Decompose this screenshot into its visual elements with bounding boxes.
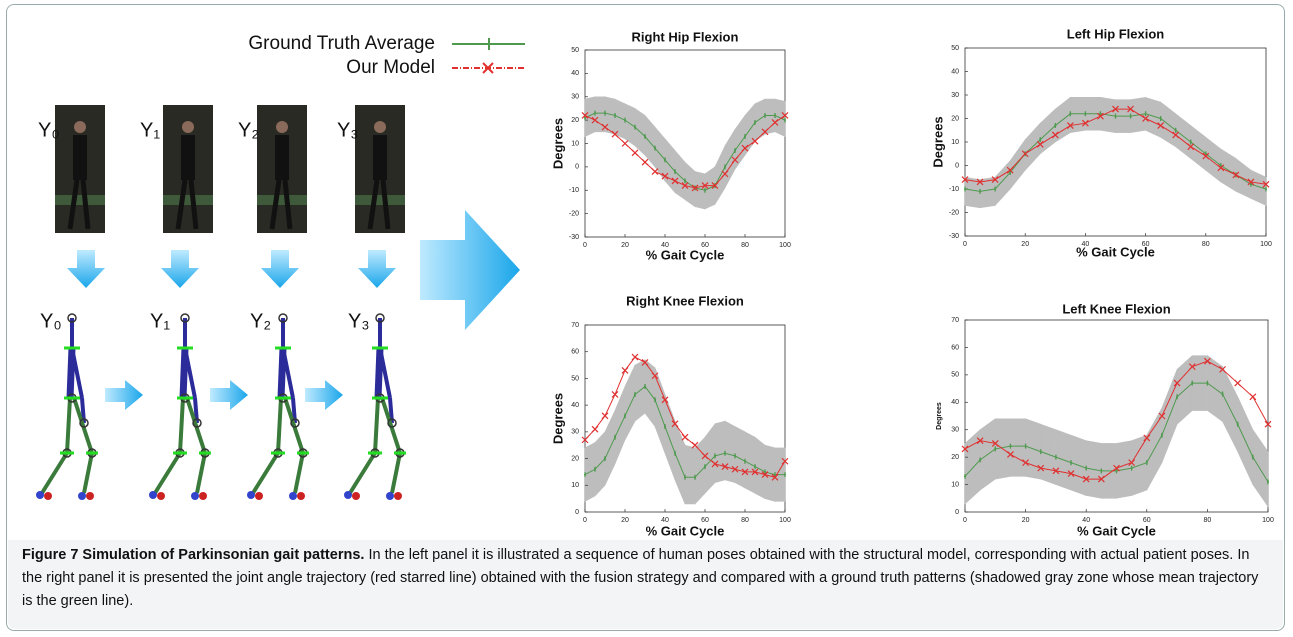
frame-label: Y₀	[38, 119, 60, 141]
band-segment	[765, 99, 775, 134]
y-tick-label: -10	[569, 187, 579, 194]
y-tick-label: 30	[571, 94, 579, 101]
caption-label: Figure 7 Simulation of Parkinsonian gait…	[22, 547, 364, 563]
y-tick-label: 20	[571, 455, 579, 462]
chart: 010203040506070020406080100Right Knee Fl…	[550, 293, 791, 538]
y-tick-label: -30	[949, 233, 959, 240]
figure: Y₀ Y₀ Y₁ Y₁ Y₂ Y₂ Y₃ Y₃ Ground Truth Average Our …	[0, 0, 1293, 540]
y-tick-label: 10	[951, 139, 959, 146]
x-tick-label: 20	[1021, 241, 1029, 248]
x-axis-label: % Gait Cycle	[646, 523, 725, 538]
y-tick-label: 30	[951, 427, 959, 434]
frame-label: Y₁	[150, 310, 170, 332]
band-segment	[715, 421, 725, 482]
chart-title: Left Knee Flexion	[1062, 301, 1170, 316]
chart: 010203040506070020406080100Left Knee Fle…	[936, 301, 1274, 538]
legend-marker	[483, 63, 493, 73]
y-axis-label: Degrees	[550, 393, 565, 444]
y-tick-label: 60	[571, 349, 579, 356]
y-tick-label: 0	[575, 164, 579, 171]
band-segment	[685, 445, 695, 504]
y-tick-label: 10	[571, 140, 579, 147]
x-tick-label: 100	[1260, 241, 1272, 248]
frame-label: Y₃	[348, 310, 369, 332]
frame-label: Y₁	[140, 119, 160, 141]
caption: Figure 7 Simulation of Parkinsonian gait…	[8, 540, 1283, 629]
y-tick-label: 0	[955, 162, 959, 169]
pose-illustration	[36, 105, 520, 500]
x-tick-label: 20	[621, 242, 629, 249]
legend-label: Our Model	[346, 57, 435, 78]
x-tick-label: 100	[1262, 517, 1274, 524]
band-segment	[725, 421, 735, 482]
x-axis-label: % Gait Cycle	[646, 247, 725, 262]
frame-label: Y₃	[337, 119, 358, 141]
y-tick-label: 40	[951, 399, 959, 406]
y-axis-label: Degrees	[936, 402, 943, 430]
y-tick-label: 50	[571, 47, 579, 54]
frame-label: Y₀	[40, 310, 62, 332]
y-tick-label: 40	[951, 68, 959, 75]
y-tick-label: -20	[569, 210, 579, 217]
band-segment	[755, 99, 765, 141]
x-tick-label: 80	[1202, 241, 1210, 248]
y-tick-label: 20	[951, 454, 959, 461]
chart-title: Right Knee Flexion	[626, 293, 744, 308]
y-tick-label: 0	[955, 509, 959, 516]
y-axis-label: Degrees	[550, 118, 565, 169]
y-tick-label: 10	[951, 481, 959, 488]
y-tick-label: 20	[951, 115, 959, 122]
chart: -30-20-1001020304050020406080100Right Hi…	[550, 29, 791, 262]
y-tick-label: -10	[949, 186, 959, 193]
y-tick-label: 50	[951, 45, 959, 52]
y-tick-label: 50	[951, 372, 959, 379]
y-tick-label: 30	[571, 429, 579, 436]
y-tick-label: 40	[571, 402, 579, 409]
band-segment	[625, 104, 635, 146]
chart-title: Left Hip Flexion	[1067, 26, 1165, 41]
y-tick-label: 70	[571, 322, 579, 329]
plot-area	[965, 48, 1266, 236]
frame-label: Y₂	[250, 310, 271, 332]
y-tick-label: 50	[571, 375, 579, 382]
y-axis-label: Degrees	[930, 116, 945, 167]
y-tick-label: 20	[571, 117, 579, 124]
y-tick-label: 30	[951, 92, 959, 99]
plot-area	[585, 50, 785, 237]
x-tick-label: 20	[1022, 517, 1030, 524]
y-tick-label: 60	[951, 344, 959, 351]
y-tick-label: 10	[571, 482, 579, 489]
x-tick-label: 0	[963, 241, 967, 248]
x-tick-label: 20	[621, 517, 629, 524]
frame-label: Y₂	[238, 119, 259, 141]
x-tick-label: 80	[1204, 517, 1212, 524]
x-axis-label: % Gait Cycle	[1077, 523, 1156, 538]
x-tick-label: 0	[583, 242, 587, 249]
y-tick-label: -20	[949, 209, 959, 216]
y-tick-label: 70	[951, 317, 959, 324]
legend-label: Ground Truth Average	[248, 33, 435, 54]
y-tick-label: -30	[569, 234, 579, 241]
y-tick-label: 0	[575, 509, 579, 516]
x-tick-label: 80	[741, 242, 749, 249]
x-tick-label: 100	[779, 517, 791, 524]
chart-title: Right Hip Flexion	[632, 29, 739, 44]
x-tick-label: 80	[741, 517, 749, 524]
x-tick-label: 0	[963, 517, 967, 524]
x-tick-label: 0	[583, 517, 587, 524]
x-axis-label: % Gait Cycle	[1076, 244, 1155, 259]
chart: -30-20-1001020304050020406080100Left Hip…	[930, 26, 1272, 259]
band-segment	[1010, 419, 1025, 477]
x-tick-label: 100	[779, 242, 791, 249]
y-tick-label: 40	[571, 70, 579, 77]
